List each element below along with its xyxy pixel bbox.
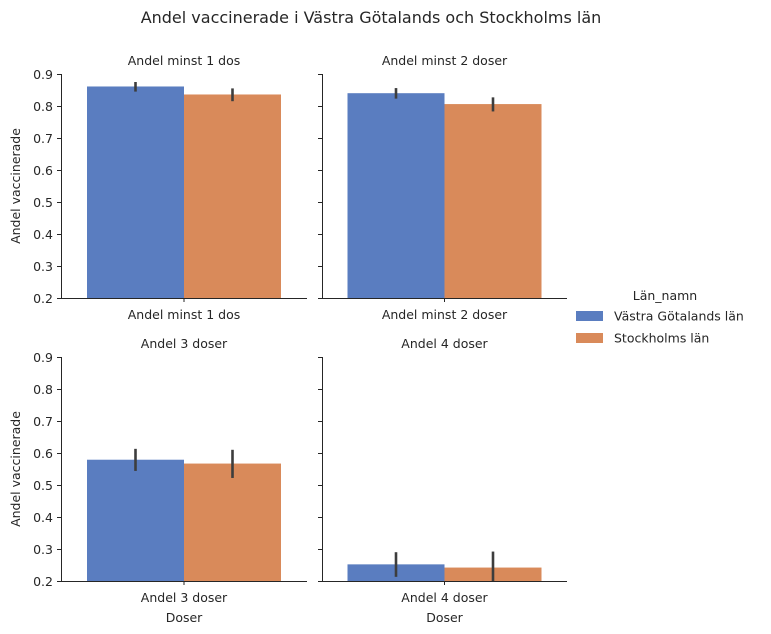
bar — [87, 459, 184, 581]
legend-title: Län_namn — [633, 288, 697, 303]
legend-swatch — [576, 333, 603, 343]
x-axis-label: Doser — [426, 610, 463, 625]
facet-title: Andel 3 doser — [141, 336, 228, 351]
facet-grid: Andel minst 1 dos 0.2 0.3 0.4 0.5 0.6 0.7 0.8 0.… — [8, 53, 567, 625]
facet-title: Andel 4 doser — [401, 336, 488, 351]
y-tick-label: 0.8 — [33, 99, 53, 114]
x-tick-label: Andel 4 doser — [401, 590, 488, 605]
facet-panel: Andel 4 doser Andel 4 doser Doser — [318, 336, 567, 625]
y-tick-label: 0.9 — [33, 67, 53, 82]
y-tick-label: 0.4 — [33, 510, 53, 525]
y-tick-label: 0.6 — [33, 446, 53, 461]
y-tick-label: 0.4 — [33, 227, 53, 242]
bar — [87, 86, 184, 298]
y-axis-label: Andel vaccinerade — [8, 411, 23, 527]
bar — [184, 463, 281, 581]
legend-swatch — [576, 311, 603, 321]
legend: Län_namn Västra Götalands län Stockholms … — [576, 288, 744, 346]
y-tick-label: 0.5 — [33, 478, 53, 493]
facet-title: Andel minst 2 doser — [382, 53, 508, 68]
bar — [347, 93, 445, 298]
x-tick-label: Andel minst 1 dos — [128, 307, 241, 322]
bar — [444, 104, 542, 298]
y-tick-label: 0.6 — [33, 163, 53, 178]
facet-title: Andel minst 1 dos — [128, 53, 241, 68]
y-tick-label: 0.7 — [33, 414, 53, 429]
x-tick-label: Andel 3 doser — [141, 590, 228, 605]
y-axis-label: Andel vaccinerade — [8, 128, 23, 244]
x-axis-label: Doser — [166, 610, 203, 625]
legend-entry: Västra Götalands län — [614, 309, 744, 324]
bar — [184, 94, 281, 298]
y-tick-label: 0.8 — [33, 382, 53, 397]
y-tick-label: 0.2 — [33, 574, 53, 589]
facet-panel: Andel minst 2 doser Andel minst 2 doser — [318, 53, 567, 322]
y-tick-label: 0.7 — [33, 131, 53, 146]
chart-title: Andel vaccinerade i Västra Götalands och… — [141, 8, 602, 27]
y-tick-label: 0.3 — [33, 542, 53, 557]
y-tick-label: 0.9 — [33, 350, 53, 365]
x-tick-label: Andel minst 2 doser — [382, 307, 508, 322]
y-tick-label: 0.5 — [33, 195, 53, 210]
y-tick-label: 0.2 — [33, 291, 53, 306]
facet-panel: Andel 3 doser 0.2 0.3 0.4 0.5 0.6 0.7 0.8 0.9 And… — [8, 336, 307, 625]
legend-entry: Stockholms län — [614, 331, 709, 346]
facet-panel: Andel minst 1 dos 0.2 0.3 0.4 0.5 0.6 0.7 0.8 0.… — [8, 53, 307, 322]
y-tick-label: 0.3 — [33, 259, 53, 274]
